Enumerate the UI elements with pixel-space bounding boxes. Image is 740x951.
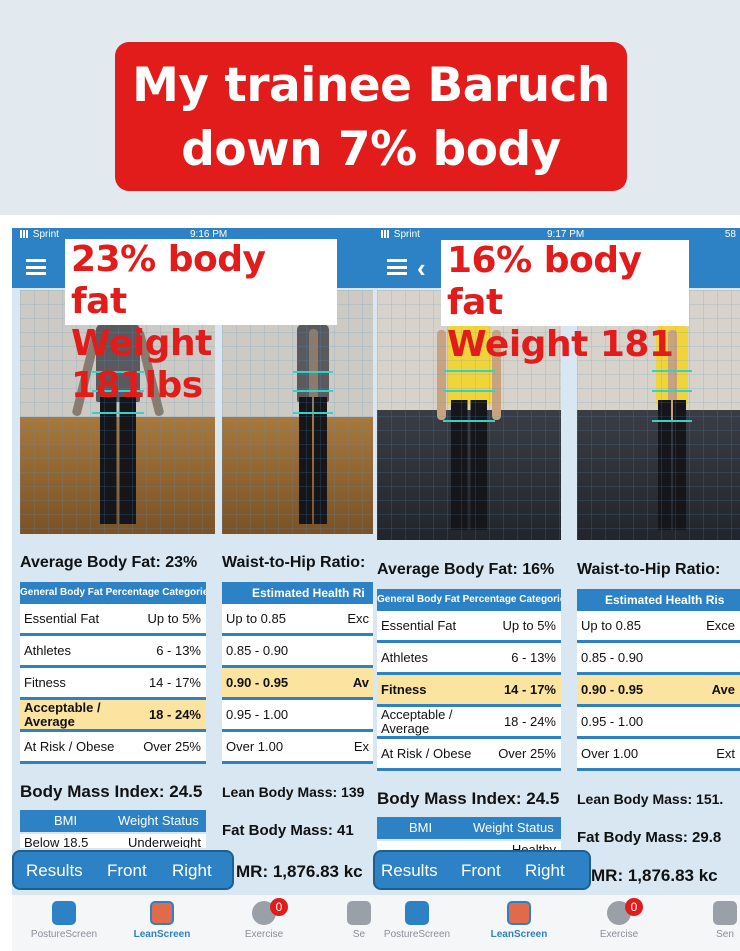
lean-body-mass: Lean Body Mass: 139 xyxy=(222,784,365,800)
bmi-table-header: BMI Weight Status xyxy=(377,817,561,839)
table-row: Up to 0.85 Exce xyxy=(577,611,740,643)
table-row: Athletes 6 - 13% xyxy=(377,643,561,675)
view-tabs: Results Front Right xyxy=(12,850,234,890)
nav-exercise[interactable]: Exercise 0 xyxy=(579,898,659,940)
lean-body-mass: Lean Body Mass: 151. xyxy=(577,791,724,807)
leanscreen-icon xyxy=(150,901,174,925)
tab-right[interactable]: Right xyxy=(525,861,565,880)
table-row: Fitness 14 - 17% xyxy=(20,668,206,700)
table-row: Over 1.00 Ex xyxy=(222,732,374,764)
body-mass-index: Body Mass Index: 24.5 xyxy=(377,789,560,808)
status-time: 9:17 PM xyxy=(547,229,585,240)
table-row: 0.85 - 0.90 xyxy=(577,643,740,675)
fat-body-mass: Fat Body Mass: 29.8 xyxy=(577,829,722,846)
table-row: Essential Fat Up to 5% xyxy=(20,604,206,636)
table-row: 0.95 - 1.00 xyxy=(222,700,374,732)
bmr-value: MR: 1,876.83 kc xyxy=(236,862,363,881)
waist-hip-ratio-label: Waist-to-Hip Ratio: xyxy=(222,554,366,571)
table-row-highlighted: Acceptable / Average 18 - 24% xyxy=(20,700,206,732)
view-tabs: Results Front Right xyxy=(373,850,591,890)
tab-right[interactable]: Right xyxy=(172,861,212,880)
table-row: Essential Fat Up to 5% xyxy=(377,611,561,643)
bottom-nav: PostureScreen LeanScreen Exercise 0 Sen xyxy=(373,895,740,951)
signal-icon xyxy=(20,230,30,239)
screenshot-before: Sprint 9:16 PM 23% body xyxy=(12,228,374,951)
nav-posturescreen[interactable]: PostureScreen xyxy=(377,901,457,940)
tab-front[interactable]: Front xyxy=(107,861,147,880)
settings-icon xyxy=(347,901,371,925)
table-row: Over 1.00 Ext xyxy=(577,739,740,771)
back-icon[interactable]: ‹ xyxy=(417,253,426,283)
waist-hip-ratio-label: Waist-to-Hip Ratio: xyxy=(577,561,721,578)
body-fat-table: General Body Fat Percentage Categories E… xyxy=(377,589,561,771)
overlay-text: 23% body fat Weight 181lbs xyxy=(65,239,337,406)
body-fat-table: General Body Fat Percentage Categories E… xyxy=(20,582,206,764)
average-body-fat: Average Body Fat: 16% xyxy=(377,561,555,578)
status-bar: Sprint 9:17 PM 58 xyxy=(373,228,740,242)
tab-front[interactable]: Front xyxy=(461,861,501,880)
menu-icon[interactable] xyxy=(26,259,46,275)
waist-hip-table: Estimated Health Ris Up to 0.85 Exce 0.85… xyxy=(577,589,740,771)
bmi-table-header: BMI Weight Status xyxy=(20,810,206,832)
waist-hip-table-header: Estimated Health Ri xyxy=(222,582,374,604)
average-body-fat: Average Body Fat: 23% xyxy=(20,554,198,571)
nav-leanscreen[interactable]: LeanScreen xyxy=(122,901,202,940)
waist-hip-table-header: Estimated Health Ris xyxy=(577,589,740,611)
overlay-line-1: 16% body fat xyxy=(447,240,642,323)
posturescreen-icon xyxy=(52,901,76,925)
table-row-highlighted: Fitness 14 - 17% xyxy=(377,675,561,707)
body-fat-table-header: General Body Fat Percentage Categories xyxy=(377,589,561,611)
bottom-nav: PostureScreen LeanScreen Exercise 0 Se xyxy=(12,895,374,951)
status-bar: Sprint 9:16 PM xyxy=(12,228,374,242)
bmi-table-row: Below 18.5 Underweight xyxy=(20,834,206,848)
body-fat-table-header: General Body Fat Percentage Categories xyxy=(20,582,206,604)
front-photo xyxy=(20,290,215,534)
table-row: 0.85 - 0.90 xyxy=(222,636,374,668)
table-row-highlighted: 0.90 - 0.95 Ave xyxy=(577,675,740,707)
overlay-line-1: 23% body fat xyxy=(71,239,266,322)
table-row: At Risk / Obese Over 25% xyxy=(377,739,561,771)
body-mass-index: Body Mass Index: 24.5 xyxy=(20,782,203,801)
posturescreen-icon xyxy=(405,901,429,925)
tab-results[interactable]: Results xyxy=(26,861,83,880)
status-time: 9:16 PM xyxy=(190,229,228,240)
signal-icon xyxy=(381,230,391,239)
tab-results[interactable]: Results xyxy=(381,861,438,880)
table-row: Acceptable / Average 18 - 24% xyxy=(377,707,561,739)
table-row: 0.95 - 1.00 xyxy=(577,707,740,739)
fat-body-mass: Fat Body Mass: 41 xyxy=(222,822,354,839)
headline-line-1: My trainee Baruch xyxy=(132,58,610,113)
carrier: Sprint xyxy=(393,229,420,240)
table-row: Athletes 6 - 13% xyxy=(20,636,206,668)
table-row: Up to 0.85 Exc xyxy=(222,604,374,636)
screenshot-after: Sprint 9:17 PM 58 ‹ xyxy=(373,228,740,951)
carrier: Sprint xyxy=(32,229,59,240)
settings-icon xyxy=(713,901,737,925)
headline-box: My trainee Baruch down 7% body xyxy=(115,42,627,191)
nav-exercise[interactable]: Exercise 0 xyxy=(224,898,304,940)
overlay-text: 16% body fat Weight 181 xyxy=(441,240,689,365)
headline-line-2: down 7% body xyxy=(181,122,561,177)
headline-banner-area: My trainee Baruch down 7% body xyxy=(0,0,740,215)
nav-settings[interactable]: Sen xyxy=(685,901,740,940)
nav-posturescreen[interactable]: PostureScreen xyxy=(24,901,104,940)
bmr-value: MR: 1,876.83 kc xyxy=(591,866,718,885)
exercise-badge: 0 xyxy=(625,898,643,916)
nav-leanscreen[interactable]: LeanScreen xyxy=(479,901,559,940)
table-row-highlighted: 0.90 - 0.95 Av xyxy=(222,668,374,700)
waist-hip-table: Estimated Health Ri Up to 0.85 Exc 0.85 -… xyxy=(222,582,374,764)
nav-settings[interactable]: Se xyxy=(319,901,374,940)
table-row: At Risk / Obese Over 25% xyxy=(20,732,206,764)
front-photo xyxy=(377,290,561,540)
exercise-badge: 0 xyxy=(270,898,288,916)
battery-level: 58 xyxy=(724,229,736,240)
menu-icon[interactable] xyxy=(387,259,407,275)
overlay-line-2: Weight 181 xyxy=(447,324,674,365)
overlay-line-2: Weight 181lbs xyxy=(71,323,212,406)
leanscreen-icon xyxy=(507,901,531,925)
